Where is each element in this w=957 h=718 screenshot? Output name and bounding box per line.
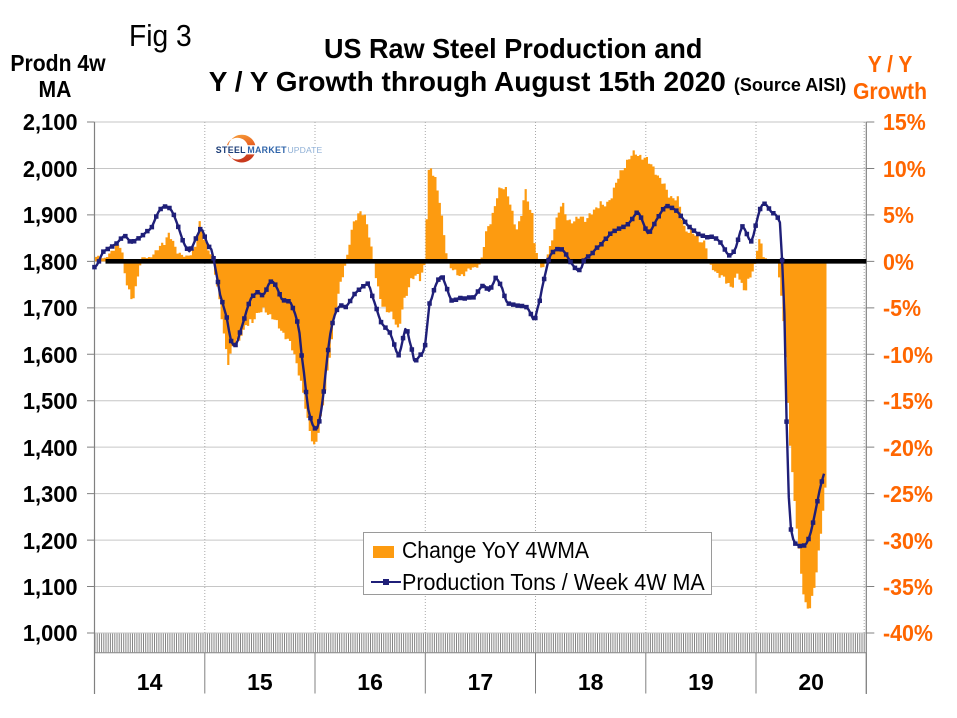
svg-text:STEEL: STEEL: [216, 145, 246, 155]
svg-text:MARKET: MARKET: [247, 145, 287, 155]
svg-text:UPDATE: UPDATE: [288, 145, 323, 155]
